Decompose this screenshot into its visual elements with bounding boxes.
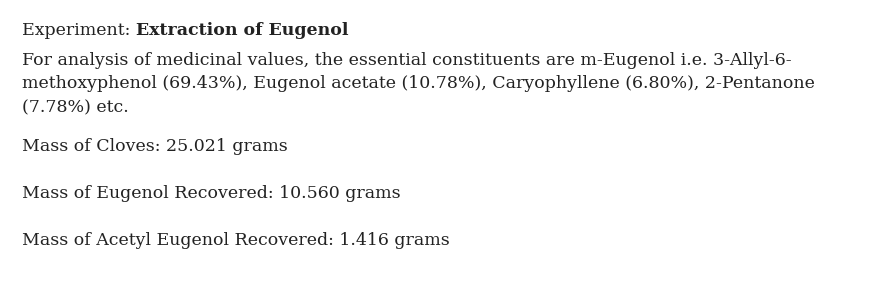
Text: Mass of Cloves: 25.021 grams: Mass of Cloves: 25.021 grams bbox=[22, 138, 288, 155]
Text: Mass of Acetyl Eugenol Recovered: 1.416 grams: Mass of Acetyl Eugenol Recovered: 1.416 … bbox=[22, 232, 450, 249]
Text: For analysis of medicinal values, the essential constituents are m-Eugenol i.e. : For analysis of medicinal values, the es… bbox=[22, 52, 814, 116]
Text: Experiment:: Experiment: bbox=[22, 22, 136, 39]
Text: Extraction of Eugenol: Extraction of Eugenol bbox=[136, 22, 348, 39]
Text: Mass of Eugenol Recovered: 10.560 grams: Mass of Eugenol Recovered: 10.560 grams bbox=[22, 185, 401, 202]
